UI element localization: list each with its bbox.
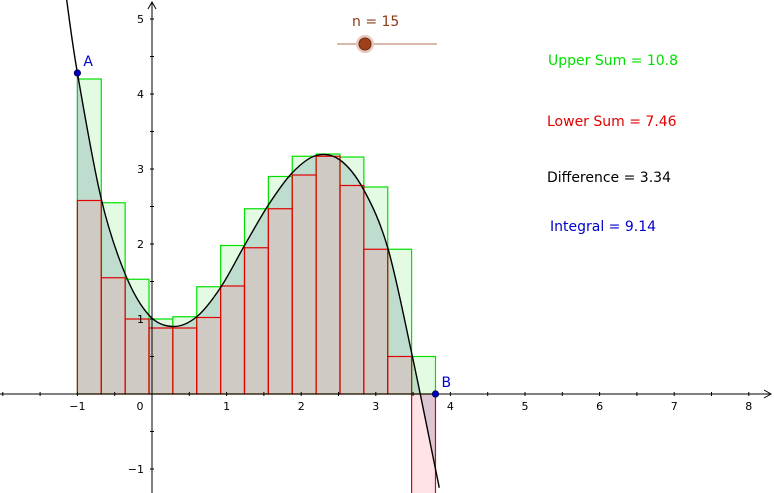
lower-rect-2 bbox=[100, 277, 126, 395]
integral-readout: Integral = 9.14 bbox=[550, 219, 657, 235]
upper-sum-rectangles bbox=[76, 78, 437, 395]
point-b-label: B bbox=[441, 375, 451, 391]
lower-rect-7 bbox=[220, 285, 246, 395]
upper-sum-readout: Upper Sum = 10.8 bbox=[548, 53, 679, 69]
function-curve bbox=[65, 0, 440, 488]
slider-knob[interactable] bbox=[358, 37, 372, 51]
lower-rect-12 bbox=[339, 184, 365, 395]
lower-rect-10 bbox=[291, 174, 317, 395]
lower-rect-3 bbox=[124, 318, 150, 395]
lower-rect-6 bbox=[196, 316, 222, 395]
y-tick-label: −1 bbox=[128, 463, 144, 476]
x-tick-label: −1 bbox=[69, 400, 85, 413]
lower-rect-1 bbox=[76, 199, 102, 395]
y-tick-label: 1 bbox=[137, 313, 144, 326]
lower-rect-8 bbox=[243, 247, 269, 395]
lower-rect-13 bbox=[363, 248, 389, 395]
x-tick-label: 6 bbox=[596, 400, 603, 413]
y-axis-arrow bbox=[147, 0, 157, 10]
lower-rect-9 bbox=[267, 208, 293, 395]
lower-sum-rectangles bbox=[76, 155, 437, 493]
x-tick-label: 4 bbox=[447, 400, 454, 413]
y-tick-label: 2 bbox=[137, 238, 144, 251]
lower-rect-11 bbox=[315, 155, 341, 395]
upper-rect-15 bbox=[411, 355, 437, 395]
point-a[interactable] bbox=[73, 69, 82, 77]
x-tick-label: 2 bbox=[298, 400, 305, 413]
lower-rect-5 bbox=[172, 327, 198, 395]
slider-label: n = 15 bbox=[352, 14, 400, 30]
y-tick-label: 3 bbox=[137, 163, 144, 176]
lower-rect-4 bbox=[148, 327, 174, 395]
integral-area bbox=[77, 73, 436, 469]
lower-sum-readout: Lower Sum = 7.46 bbox=[547, 114, 677, 130]
n-slider[interactable] bbox=[337, 35, 437, 53]
x-tick-label: 8 bbox=[745, 400, 752, 413]
function-curve-line bbox=[65, 0, 440, 488]
interval-points: AB bbox=[73, 54, 451, 398]
x-tick-label: 0 bbox=[137, 400, 144, 413]
difference-readout: Difference = 3.34 bbox=[547, 170, 671, 186]
x-tick-label: 7 bbox=[671, 400, 678, 413]
y-tick-label: 4 bbox=[137, 88, 144, 101]
x-axis-arrow bbox=[763, 389, 773, 399]
point-b[interactable] bbox=[431, 390, 440, 398]
x-tick-label: 1 bbox=[223, 400, 230, 413]
point-a-label: A bbox=[83, 54, 93, 70]
x-tick-label: 5 bbox=[522, 400, 529, 413]
lower-rect-14 bbox=[387, 355, 413, 395]
x-tick-label: 3 bbox=[372, 400, 379, 413]
y-tick-label: 5 bbox=[137, 13, 144, 26]
